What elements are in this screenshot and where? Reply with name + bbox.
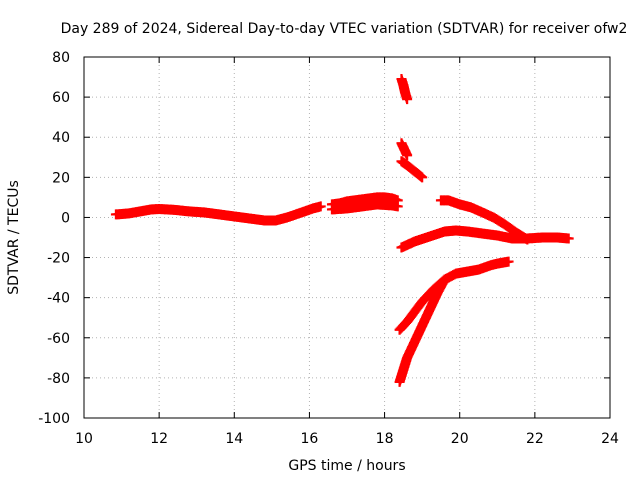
data-point: [563, 233, 574, 244]
y-tick-label: -60: [47, 331, 70, 347]
y-tick-label: 20: [52, 170, 70, 186]
y-tick-label: -40: [47, 291, 70, 307]
data-point: [439, 274, 450, 285]
data-series: [396, 156, 428, 183]
y-tick-label: 0: [61, 210, 70, 226]
x-tick-label: 12: [150, 431, 168, 447]
x-tick-label: 14: [225, 431, 243, 447]
data-series: [396, 225, 574, 253]
data-series: [396, 138, 413, 161]
x-tick-label: 22: [526, 431, 544, 447]
y-tick-label: 80: [52, 50, 70, 66]
x-tick-label: 20: [451, 431, 469, 447]
x-axis-label: GPS time / hours: [288, 458, 405, 474]
data-series: [110, 201, 326, 226]
data-series: [326, 199, 403, 215]
data-point: [503, 256, 514, 267]
y-tick-label: 40: [52, 130, 70, 146]
data-point: [402, 150, 413, 161]
x-tick-label: 18: [376, 431, 394, 447]
chart-title: Day 289 of 2024, Sidereal Day-to-day VTE…: [61, 21, 628, 37]
data-series: [326, 192, 403, 210]
y-axis-label: SDTVAR / TECUs: [6, 180, 22, 295]
data-series: [394, 274, 450, 387]
y-tick-label: 60: [52, 90, 70, 106]
data-point: [392, 201, 403, 212]
y-tick-label: -100: [38, 411, 70, 427]
x-tick-label: 10: [75, 431, 93, 447]
x-tick-label: 24: [601, 431, 619, 447]
x-tick-label: 16: [301, 431, 319, 447]
axis-ticks: 10 12 14 16 18 20 22 24 -100 -80 -60 -40 -20 0 20 40 60 8…: [38, 50, 619, 447]
y-tick-label: -80: [47, 371, 70, 387]
y-tick-label: -20: [47, 251, 70, 267]
data-series: [394, 256, 514, 335]
data-points: [110, 74, 574, 387]
plot-frame: [83, 56, 611, 419]
data-point: [402, 94, 413, 105]
data-point: [417, 172, 428, 183]
data-series: [396, 74, 413, 105]
data-point: [315, 201, 326, 212]
